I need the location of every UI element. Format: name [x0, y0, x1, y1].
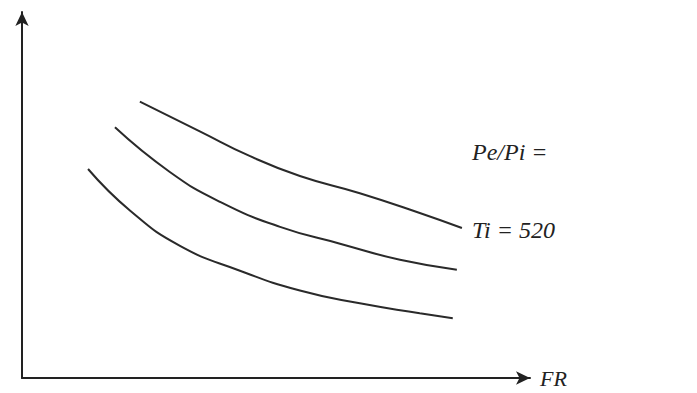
svg-text:Pe/Pi =: Pe/Pi = [471, 139, 548, 165]
svg-text:FR: FR [539, 366, 567, 391]
svg-text:Ti = 520: Ti = 520 [472, 217, 555, 243]
